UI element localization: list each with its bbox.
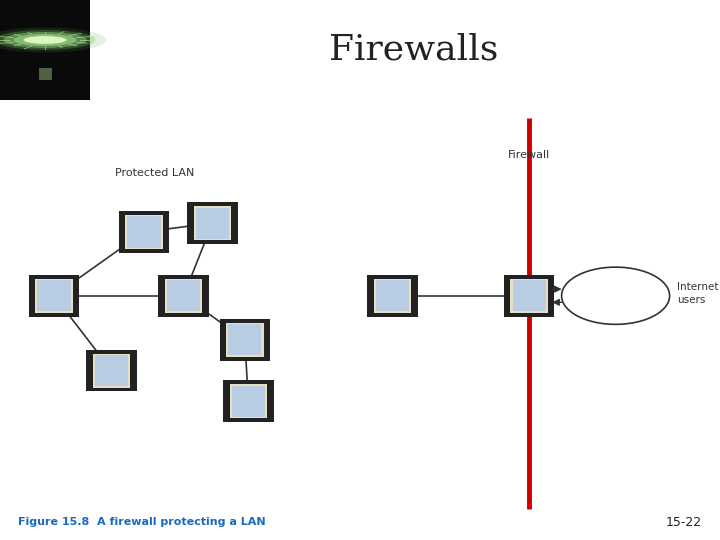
FancyBboxPatch shape: [125, 215, 163, 249]
FancyBboxPatch shape: [187, 202, 238, 244]
FancyBboxPatch shape: [504, 275, 554, 316]
Ellipse shape: [0, 30, 95, 50]
FancyBboxPatch shape: [37, 280, 71, 312]
Text: 15-22: 15-22: [666, 516, 702, 529]
Polygon shape: [562, 267, 670, 325]
Text: Protected LAN: Protected LAN: [115, 167, 194, 178]
Text: Firewalls: Firewalls: [329, 33, 499, 67]
Ellipse shape: [3, 32, 87, 48]
FancyBboxPatch shape: [127, 217, 161, 247]
FancyBboxPatch shape: [196, 207, 229, 239]
FancyBboxPatch shape: [510, 279, 548, 313]
FancyBboxPatch shape: [0, 0, 90, 100]
Text: Internet
users: Internet users: [677, 282, 719, 305]
FancyBboxPatch shape: [220, 319, 270, 361]
Ellipse shape: [14, 34, 77, 46]
FancyBboxPatch shape: [232, 386, 265, 417]
Text: Firewall: Firewall: [508, 150, 550, 160]
FancyBboxPatch shape: [367, 275, 418, 316]
FancyBboxPatch shape: [228, 324, 261, 355]
Ellipse shape: [0, 28, 107, 52]
FancyBboxPatch shape: [119, 211, 169, 253]
FancyBboxPatch shape: [194, 206, 231, 240]
FancyBboxPatch shape: [39, 77, 52, 79]
FancyBboxPatch shape: [374, 279, 411, 313]
FancyBboxPatch shape: [167, 280, 200, 312]
FancyBboxPatch shape: [93, 354, 130, 388]
FancyBboxPatch shape: [376, 280, 409, 312]
FancyBboxPatch shape: [223, 381, 274, 422]
Text: Figure 15.8  A firewall protecting a LAN: Figure 15.8 A firewall protecting a LAN: [18, 517, 266, 528]
FancyBboxPatch shape: [35, 279, 73, 313]
FancyBboxPatch shape: [86, 350, 137, 392]
FancyBboxPatch shape: [29, 275, 79, 316]
FancyBboxPatch shape: [95, 355, 128, 386]
FancyBboxPatch shape: [513, 280, 546, 312]
FancyBboxPatch shape: [230, 384, 267, 418]
FancyBboxPatch shape: [39, 69, 52, 71]
FancyBboxPatch shape: [226, 323, 264, 357]
Ellipse shape: [23, 36, 68, 44]
FancyBboxPatch shape: [165, 279, 202, 313]
FancyBboxPatch shape: [158, 275, 209, 316]
Ellipse shape: [23, 36, 66, 44]
FancyBboxPatch shape: [39, 72, 52, 75]
